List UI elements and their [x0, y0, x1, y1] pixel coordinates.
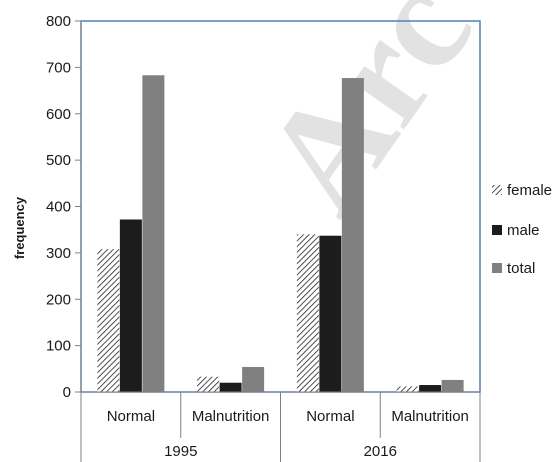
bar-female [197, 376, 220, 392]
y-tick-label: 100 [46, 338, 71, 355]
bar-male [419, 385, 442, 392]
legend-label-female: female [507, 182, 552, 199]
legend-swatch-total [492, 263, 502, 273]
y-tick-label: 200 [46, 291, 71, 308]
y-tick-label: 600 [46, 106, 71, 123]
y-tick-label: 800 [46, 13, 71, 30]
x-category-label: Malnutrition [192, 408, 270, 425]
x-category-label: Malnutrition [391, 408, 469, 425]
y-tick-label: 700 [46, 59, 71, 76]
y-tick-label: 400 [46, 199, 71, 216]
y-axis: 0 100 200 300 400 500 600 700 800 [46, 13, 82, 401]
y-tick-label: 300 [46, 245, 71, 262]
x-group-label: 1995 [164, 443, 197, 460]
legend: female male total [492, 182, 552, 277]
bar-female [296, 234, 319, 392]
bar-total [142, 75, 165, 392]
bars [97, 75, 464, 392]
bar-total [441, 379, 464, 392]
legend-label-total: total [507, 260, 535, 277]
y-axis-title: frequency [12, 196, 27, 259]
watermark: Arc [231, 0, 504, 240]
y-tick-label: 500 [46, 152, 71, 169]
x-category-label: Normal [107, 408, 155, 425]
bar-male [219, 382, 242, 392]
bar-male [319, 235, 342, 392]
legend-swatch-female [492, 185, 502, 195]
bar-female [97, 249, 120, 392]
bar-female [396, 386, 419, 392]
x-group-label: 2016 [364, 443, 397, 460]
bar-male [119, 219, 142, 392]
legend-swatch-male [492, 225, 502, 235]
bar-total [242, 366, 265, 392]
y-tick-label: 0 [63, 384, 71, 401]
x-axis: Normal Malnutrition 1995 Normal Malnutrition… [80, 391, 481, 462]
legend-label-male: male [507, 222, 540, 239]
bar-total [341, 78, 364, 392]
x-category-label: Normal [306, 408, 354, 425]
